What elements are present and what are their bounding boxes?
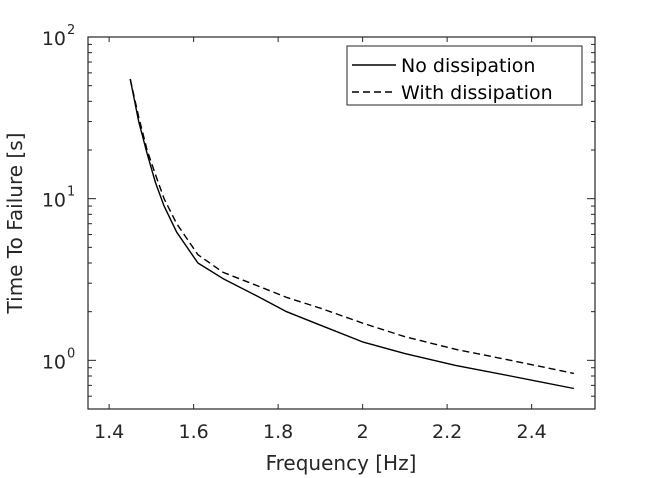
- series-lines: [129, 78, 575, 390]
- y-tick-label: 10: [42, 351, 66, 373]
- x-axis-label: Frequency [Hz]: [266, 451, 417, 475]
- y-tick-label: 10: [42, 190, 66, 212]
- legend-box: [346, 45, 583, 106]
- y-tick-label: 10: [42, 28, 66, 50]
- y-axis-label: Time To Failure [s]: [3, 133, 27, 315]
- legend-label: With dissipation: [401, 82, 553, 104]
- x-tick-label: 1.4: [94, 421, 124, 443]
- x-tick-label: 1.8: [263, 421, 293, 443]
- x-tick-label: 2.4: [517, 421, 547, 443]
- axes-box: [87, 36, 596, 410]
- series-line-no-dissipation: [129, 78, 575, 390]
- x-tick-label: 2: [357, 421, 369, 443]
- y-tick-exponent: 0: [67, 346, 75, 361]
- y-tick-exponent: 1: [67, 185, 75, 200]
- x-tick-label: 2.2: [432, 421, 462, 443]
- legend-label: No dissipation: [401, 55, 535, 77]
- legend: No dissipation With dissipation: [346, 45, 583, 106]
- x-tick-label: 1.6: [179, 421, 209, 443]
- y-tick-exponent: 2: [67, 23, 75, 38]
